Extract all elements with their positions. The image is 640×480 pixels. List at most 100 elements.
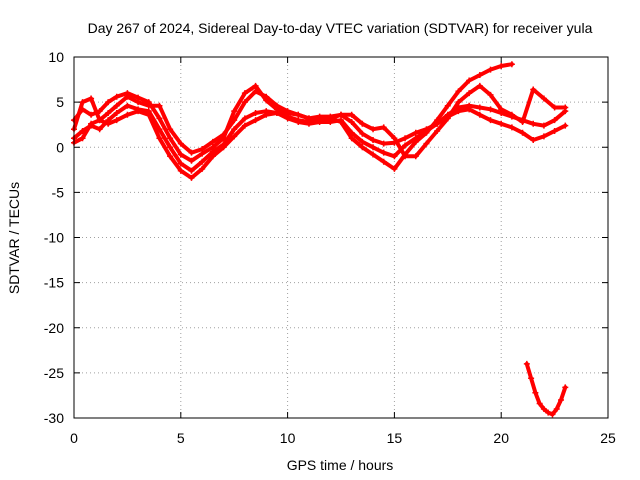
data-point bbox=[423, 129, 430, 136]
data-point bbox=[551, 128, 558, 135]
data-point bbox=[549, 411, 556, 418]
data-point bbox=[241, 122, 248, 129]
data-point bbox=[562, 122, 569, 129]
data-point bbox=[551, 104, 558, 111]
data-point bbox=[434, 117, 441, 124]
data-point bbox=[209, 153, 216, 160]
data-point bbox=[498, 120, 505, 127]
data-point bbox=[540, 405, 547, 412]
data-point bbox=[380, 124, 387, 131]
data-point bbox=[295, 117, 302, 124]
data-point bbox=[455, 88, 462, 95]
data-point bbox=[466, 106, 473, 113]
data-point bbox=[519, 118, 526, 125]
chart-title: Day 267 of 2024, Sidereal Day-to-day VTE… bbox=[88, 20, 593, 36]
data-point bbox=[199, 158, 206, 165]
data-point bbox=[156, 102, 163, 109]
data-point bbox=[391, 135, 398, 142]
data-point bbox=[88, 120, 95, 127]
data-point bbox=[359, 138, 366, 145]
data-point bbox=[105, 109, 112, 116]
data-point bbox=[305, 115, 312, 122]
data-point bbox=[412, 138, 419, 145]
y-tick-label: -20 bbox=[44, 320, 64, 336]
data-point bbox=[380, 158, 387, 165]
data-point bbox=[316, 117, 323, 124]
data-point bbox=[177, 160, 184, 167]
data-point bbox=[199, 165, 206, 172]
data-point bbox=[105, 99, 112, 106]
data-point bbox=[455, 99, 462, 106]
data-point bbox=[370, 126, 377, 133]
x-tick-label: 10 bbox=[280, 430, 296, 446]
data-point bbox=[423, 140, 430, 147]
data-point bbox=[532, 389, 539, 396]
data-point bbox=[391, 165, 398, 172]
y-tick-label: 10 bbox=[48, 49, 64, 65]
x-tick-label: 25 bbox=[600, 430, 616, 446]
data-point bbox=[508, 111, 515, 118]
y-tick-labels: 10 5 0 -5 -10 -15 -20 -25 -30 bbox=[44, 49, 64, 426]
data-point bbox=[241, 99, 248, 106]
data-point bbox=[380, 140, 387, 147]
data-point bbox=[359, 130, 366, 137]
data-point bbox=[553, 405, 560, 412]
data-point bbox=[402, 135, 409, 142]
data-point bbox=[188, 174, 195, 181]
data-point bbox=[487, 117, 494, 124]
data-point bbox=[135, 108, 142, 115]
data-point bbox=[188, 167, 195, 174]
data-point bbox=[444, 115, 451, 122]
data-point bbox=[167, 144, 174, 151]
data-point bbox=[540, 122, 547, 129]
x-tick-label: 20 bbox=[493, 430, 509, 446]
data-point bbox=[188, 157, 195, 164]
data-point bbox=[145, 111, 152, 118]
data-point bbox=[370, 137, 377, 144]
grid bbox=[74, 57, 608, 418]
data-point bbox=[338, 118, 344, 125]
data-point bbox=[177, 167, 184, 174]
data-point bbox=[562, 104, 569, 111]
y-tick-label: -5 bbox=[52, 184, 65, 200]
data-point bbox=[167, 153, 174, 160]
data-point bbox=[487, 106, 494, 113]
data-point bbox=[540, 133, 547, 140]
data-point bbox=[113, 93, 120, 100]
data-point bbox=[231, 117, 238, 124]
data-point bbox=[380, 149, 387, 156]
data-point bbox=[113, 117, 120, 124]
data-point bbox=[327, 115, 334, 122]
data-point bbox=[273, 109, 280, 116]
data-point bbox=[370, 144, 377, 151]
data-point bbox=[545, 409, 552, 416]
data-point bbox=[88, 111, 95, 118]
y-axis-label: SDTVAR / TECUs bbox=[6, 182, 22, 294]
data-point bbox=[348, 118, 355, 125]
data-point bbox=[523, 360, 530, 367]
data-point bbox=[348, 135, 355, 142]
data-point bbox=[402, 153, 409, 160]
data-point bbox=[498, 106, 505, 113]
data-point bbox=[231, 126, 238, 133]
axis-ticks bbox=[73, 56, 609, 419]
data-point bbox=[508, 61, 515, 68]
data-point bbox=[177, 151, 184, 158]
y-tick-label: -30 bbox=[44, 410, 64, 426]
data-point bbox=[79, 99, 86, 106]
data-point bbox=[156, 135, 163, 142]
data-point bbox=[105, 120, 112, 127]
data-point bbox=[145, 102, 152, 109]
y-tick-label: -15 bbox=[44, 275, 64, 291]
data-point bbox=[135, 99, 142, 106]
data-point bbox=[241, 90, 248, 97]
data-point bbox=[528, 375, 535, 382]
y-tick-label: -25 bbox=[44, 365, 64, 381]
data-point bbox=[263, 93, 270, 100]
y-tick-label: -10 bbox=[44, 230, 64, 246]
data-point bbox=[273, 102, 280, 109]
data-point bbox=[530, 86, 537, 93]
data-point bbox=[551, 117, 558, 124]
data-point bbox=[476, 111, 483, 118]
